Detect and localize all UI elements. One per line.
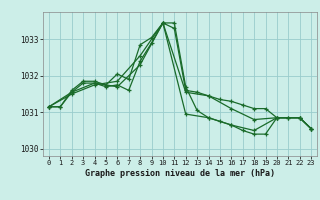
X-axis label: Graphe pression niveau de la mer (hPa): Graphe pression niveau de la mer (hPa) — [85, 169, 275, 178]
